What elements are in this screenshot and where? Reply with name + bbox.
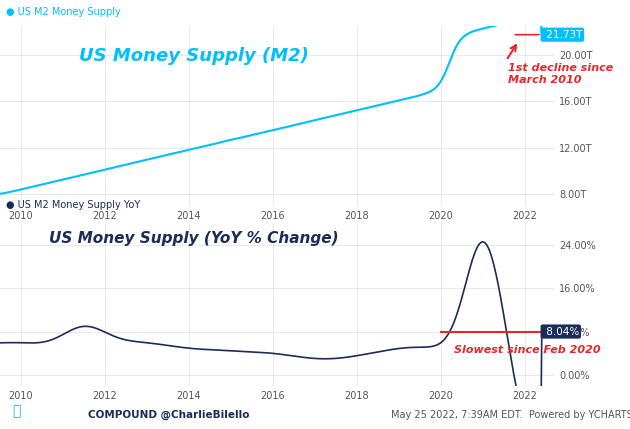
Text: May 25 2022, 7:39AM EDT.  Powered by YCHARTS: May 25 2022, 7:39AM EDT. Powered by YCHA… — [391, 411, 630, 420]
Text: 8.04%: 8.04% — [542, 326, 579, 336]
Text: Slowest since Feb 2020: Slowest since Feb 2020 — [454, 345, 600, 355]
Text: 21.73T: 21.73T — [542, 30, 582, 40]
Text: COMPOUND @CharlieBilello: COMPOUND @CharlieBilello — [88, 410, 249, 420]
Text: US Money Supply (M2): US Money Supply (M2) — [79, 47, 309, 65]
Text: ● US M2 Money Supply YoY: ● US M2 Money Supply YoY — [6, 200, 140, 210]
Text: 1st decline since
March 2010: 1st decline since March 2010 — [508, 63, 614, 85]
Text: US Money Supply (YoY % Change): US Money Supply (YoY % Change) — [49, 231, 339, 246]
Text: ● US M2 Money Supply: ● US M2 Money Supply — [6, 7, 120, 17]
Text: Ⓒ: Ⓒ — [13, 404, 21, 418]
